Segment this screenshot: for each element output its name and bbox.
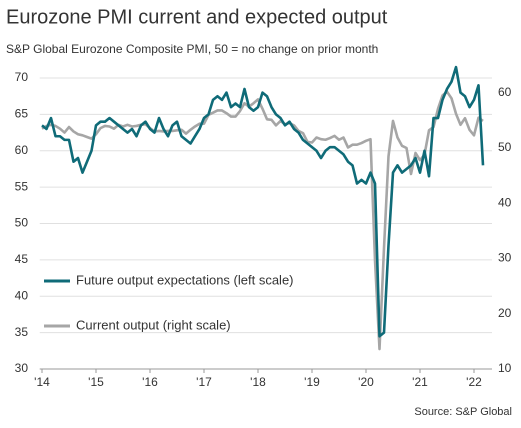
y-tick-label: 55 [15, 179, 29, 193]
x-tick-label: '22 [466, 375, 482, 389]
x-tick-label: '21 [412, 375, 428, 389]
legend-label: Current output (right scale) [76, 317, 231, 332]
legend-label: Future output expectations (left scale) [76, 272, 294, 287]
source: Source: S&P Global [414, 406, 512, 418]
y-tick-label: 50 [15, 216, 29, 230]
y-tick-label: 35 [15, 325, 29, 339]
x-tick-label: '16 [142, 375, 158, 389]
series-line [41, 90, 484, 351]
x-tick-label: '18 [250, 375, 266, 389]
x-tick-label: '19 [304, 375, 320, 389]
y2-tick-label: 50 [498, 140, 512, 154]
y2-tick-label: 30 [498, 251, 512, 265]
y2-tick-label: 10 [498, 361, 512, 375]
chart-subtitle: S&P Global Eurozone Composite PMI, 50 = … [6, 42, 378, 56]
y-tick-label: 65 [15, 107, 29, 121]
x-tick-label: '17 [196, 375, 212, 389]
y-tick-label: 40 [15, 288, 29, 302]
y2-tick-label: 20 [498, 306, 512, 320]
y-tick-label: 45 [15, 252, 29, 266]
y2-tick-label: 60 [498, 85, 512, 99]
y-tick-label: 30 [15, 361, 29, 375]
y2-tick-label: 40 [498, 195, 512, 209]
y-tick-label: 70 [15, 70, 29, 84]
y-tick-label: 60 [15, 143, 29, 157]
x-tick-label: '20 [358, 375, 374, 389]
series-line [41, 65, 485, 338]
x-tick-label: '15 [88, 375, 104, 389]
chart-title: Eurozone PMI current and expected output [6, 6, 388, 28]
x-tick-label: '14 [34, 375, 50, 389]
